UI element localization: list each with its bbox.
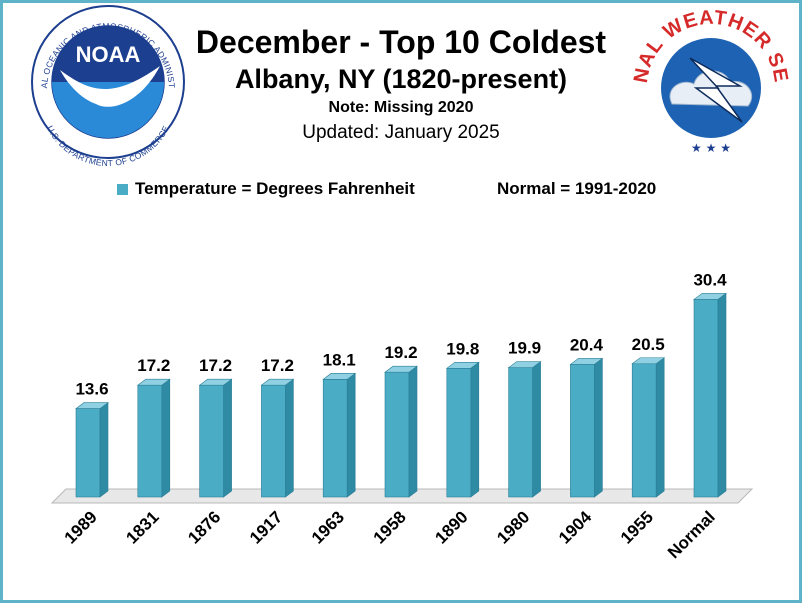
svg-text:★ ★ ★: ★ ★ ★ [691, 141, 731, 155]
noaa-wordmark: NOAA [76, 42, 141, 67]
chart-note: Note: Missing 2020 [328, 99, 474, 116]
legend: Temperature = Degrees Fahrenheit Normal … [115, 178, 715, 202]
bar-1831 [136, 378, 171, 498]
bar-1958 [384, 365, 418, 498]
value-label-1980: 19.9 [508, 339, 541, 358]
value-label-1831: 17.2 [137, 356, 170, 375]
bar-1904 [569, 357, 604, 498]
value-label-1989: 13.6 [75, 380, 108, 399]
value-label-1890: 19.8 [446, 339, 479, 358]
bar-1980 [507, 361, 542, 498]
bar-Normal [693, 292, 727, 498]
category-label-1980: 1980 [493, 507, 533, 547]
category-label-1876: 1876 [184, 507, 224, 547]
title-block: December - Top 10 Coldest Albany, NY (18… [160, 22, 642, 146]
category-label-1955: 1955 [617, 507, 657, 547]
legend-normal-label: Normal = 1991-2020 [497, 179, 657, 198]
chart-updated: Updated: January 2025 [302, 122, 500, 143]
bar-1890 [445, 361, 480, 498]
category-label-1831: 1831 [122, 507, 162, 547]
value-label-1963: 18.1 [323, 350, 356, 369]
legend-swatch [117, 184, 128, 195]
legend-series-label: Temperature = Degrees Fahrenheit [135, 179, 415, 198]
category-label-Normal: Normal [664, 507, 719, 562]
category-label-1890: 1890 [431, 507, 471, 547]
bar-1989 [75, 402, 109, 498]
category-label-1958: 1958 [370, 507, 410, 547]
category-label-1904: 1904 [555, 507, 596, 548]
value-label-Normal: 30.4 [693, 270, 727, 289]
value-label-1958: 19.2 [384, 343, 417, 362]
category-label-1917: 1917 [246, 507, 286, 547]
value-label-1904: 20.4 [570, 335, 604, 354]
value-label-1955: 20.5 [632, 335, 665, 354]
chart-title: December - Top 10 Coldest [195, 24, 607, 60]
category-label-1989: 1989 [61, 507, 101, 547]
bar-1963 [322, 372, 357, 498]
value-label-1917: 17.2 [261, 356, 294, 375]
value-label-1876: 17.2 [199, 356, 232, 375]
bar-1955 [631, 357, 666, 498]
category-label-1963: 1963 [308, 507, 348, 547]
bar-1876 [198, 378, 233, 498]
chart-subtitle: Albany, NY (1820-present) [234, 64, 568, 94]
bar-1917 [260, 378, 295, 498]
